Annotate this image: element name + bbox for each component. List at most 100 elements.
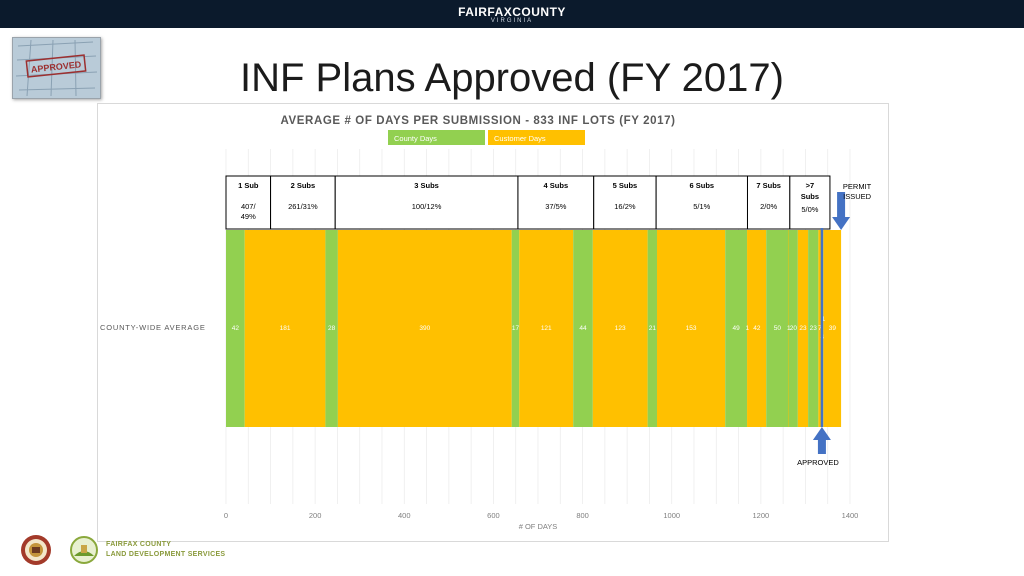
bar-value-label: 28 (328, 325, 336, 332)
x-tick-label: 400 (398, 511, 411, 520)
submission-group-stat: 49% (241, 212, 256, 221)
legend-swatch (388, 130, 485, 145)
legend-swatch (488, 130, 585, 145)
footer-line-1: FAIRFAX COUNTY (106, 541, 172, 548)
submission-group-title: Subs (801, 192, 819, 201)
submission-group-box (593, 175, 657, 230)
chart-x-axis: 0 200 400 600 800 1000 1200 1400 (224, 511, 858, 520)
submission-group-stat: 261/31% (288, 202, 318, 211)
chart-bars (226, 230, 842, 427)
bar-value-label: 44 (579, 325, 587, 332)
permit-issued-label: PERMIT (843, 182, 872, 191)
bar-segment-customer (818, 230, 822, 427)
bar-segment-county (226, 230, 245, 427)
bar-segment-customer (797, 230, 809, 427)
bar-segment-customer (747, 230, 767, 427)
bar-value-label: 50 (774, 325, 782, 332)
chart-legend: County Days Customer Days (388, 130, 585, 145)
x-tick-label: 800 (576, 511, 589, 520)
submission-group-box (225, 175, 272, 230)
submission-group-box (655, 175, 748, 230)
bar-value-label: 21 (649, 325, 657, 332)
permit-issued-arrow (832, 192, 851, 230)
permit-issued-label: ISSUED (843, 192, 872, 201)
bar-value-label: 23 (810, 325, 818, 332)
submission-group-stat: 16/2% (614, 202, 636, 211)
org-logo-subtitle: VIRGINIA (490, 18, 534, 24)
submission-group-title: 6 Subs (690, 181, 715, 190)
bar-segment-county (647, 230, 658, 427)
header-bar (0, 0, 1024, 28)
bar-value-label: 390 (419, 325, 430, 332)
bar-segment-customer (337, 230, 512, 427)
slide-title: INF Plans Approved (FY 2017) (240, 56, 784, 100)
x-tick-label: 1000 (663, 511, 680, 520)
x-tick-label: 1400 (842, 511, 859, 520)
submission-group-box (789, 175, 831, 230)
org-logo-name: FAIRFAXCOUNTY (458, 5, 566, 19)
chart-title: AVERAGE # OF DAYS PER SUBMISSION - 833 I… (280, 115, 675, 127)
submission-group-stat: 37/5% (545, 202, 567, 211)
submission-group-box (270, 175, 336, 230)
submission-group-title: 7 Subs (756, 181, 781, 190)
bar-value-label: 121 (541, 325, 552, 332)
submission-group-stat: 407/ (241, 202, 257, 211)
bar-segment-customer (657, 230, 726, 427)
bar-segment-customer (592, 230, 648, 427)
chart-frame: AVERAGE # OF DAYS PER SUBMISSION - 833 I… (97, 103, 889, 542)
x-tick-label: 1200 (753, 511, 770, 520)
legend-item-label: Customer Days (494, 134, 546, 143)
bar-segment-county (725, 230, 748, 427)
county-seal-icon (21, 535, 51, 565)
bar-value-label: 181 (280, 325, 291, 332)
submission-group-stat: 100/12% (412, 202, 442, 211)
submission-group-box (746, 175, 791, 230)
bar-value-label: 42 (232, 325, 240, 332)
bar-value-label: 123 (615, 325, 626, 332)
x-tick-label: 0 (224, 511, 228, 520)
submission-group-title: 3 Subs (414, 181, 439, 190)
bar-segment-county (325, 230, 338, 427)
bar-value-label: 1 (746, 325, 750, 332)
approved-label: APPROVED (797, 458, 839, 467)
submission-group-title: 2 Subs (291, 181, 316, 190)
submission-group-stat: 2/0% (760, 202, 777, 211)
bar-value-label: 42 (753, 325, 761, 332)
bar-segment-county (511, 230, 520, 427)
submission-group-stat: 5/1% (693, 202, 710, 211)
submission-group-title: >7 (806, 181, 815, 190)
bar-segment-customer (823, 230, 824, 427)
chart-bar-labels: 42 181 28 390 17 121 44 123 21 153 49 1 42 50 1 20 23 23 7… (232, 316, 837, 341)
bar-value-label: 7 (818, 325, 822, 332)
bar-segment-county (573, 230, 593, 427)
submission-group-boxes: 1 Sub 407/49% 2 Subs 261/31% 3 Subs 100/12% 4 … (225, 175, 831, 230)
bar-value-label: 20 (790, 325, 798, 332)
bar-value-label: 23 (799, 325, 807, 332)
legend-item-label: County Days (394, 134, 437, 143)
bar-value-label: 17 (512, 325, 520, 332)
x-tick-label: 600 (487, 511, 500, 520)
bar-segment-customer (519, 230, 574, 427)
submission-group-box (334, 175, 519, 230)
submission-group-stat: 5/0% (801, 205, 818, 214)
row-label: COUNTY-WIDE AVERAGE (100, 323, 206, 332)
x-tick-label: 200 (309, 511, 322, 520)
bar-value-label: 49 (733, 325, 741, 332)
submission-group-box (517, 175, 595, 230)
approved-stamp-image: APPROVED (12, 37, 101, 99)
submission-group-title: 5 Subs (613, 181, 638, 190)
bar-value-label: 1 (787, 325, 791, 332)
approved-arrow (812, 427, 831, 454)
submission-group-title: 1 Sub (238, 181, 259, 190)
bar-segment-county (766, 230, 789, 427)
bar-value-label: 153 (686, 325, 697, 332)
bar-segment-customer (244, 230, 326, 427)
bar-value-label: 1 (822, 316, 826, 323)
bar-segment-customer (788, 230, 790, 427)
submission-group-title: 4 Subs (544, 181, 569, 190)
bar-segment-county (808, 230, 819, 427)
bar-segment-county (788, 230, 798, 427)
bar-value-label: 39 (829, 325, 837, 332)
chart-svg: AVERAGE # OF DAYS PER SUBMISSION - 833 I… (100, 115, 872, 531)
